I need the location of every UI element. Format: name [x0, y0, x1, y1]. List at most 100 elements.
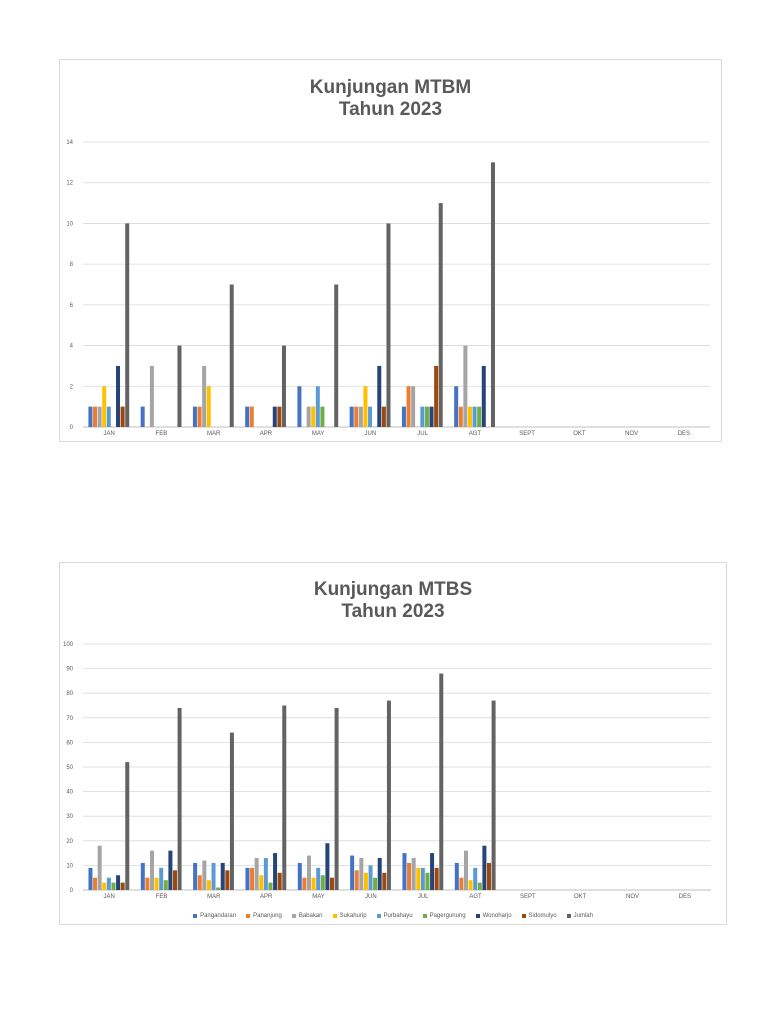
mtbs-chart-title-line-1: Kunjungan MTBS [313, 579, 473, 600]
mtbm-bar-apr-wonoharjo: Wonoharjo APR: 1 [272, 406, 277, 427]
mtbm-gridlines [83, 141, 710, 387]
mtbs-bar-jun-wonoharjo: Wonoharjo JUN: 13 [377, 858, 382, 890]
mtbm-bar-agt-babakan: Babakan AGT: 4 [463, 345, 468, 427]
mtbm-bar-apr-pangandaran: Pangandaran APR: 1 [245, 406, 250, 427]
mtbm-bar-jun-sidomulyo: Sidomulyo JUN: 1 [381, 406, 386, 427]
mtbm-chart-title-line-1: Kunjungan MTBM [309, 77, 472, 98]
mtbm-y-tick-label: 8 [70, 262, 74, 268]
mtbm-bar-jan-sidomulyo: Sidomulyo JAN: 1 [120, 406, 125, 427]
mtbs-bar-may-sukahurip: Sukahurip MAY: 5 [311, 877, 316, 890]
mtbm-y-tick-label: 4 [70, 344, 74, 350]
legend-item-jumlah: Jumlah [566, 913, 593, 920]
legend-label: Pagergunung [429, 913, 466, 919]
mtbs-bar-feb-purbahayu: Purbahayu FEB: 9 [159, 867, 164, 890]
mtbm-bar-agt-pagergunung: Pagergunung AGT: 1 [477, 406, 482, 427]
legend-swatch [246, 914, 251, 918]
legend-label: Sukahurip [339, 913, 367, 919]
mtbs-x-tick-label: JUN [365, 894, 377, 900]
mtbm-bar-jan-jumlah: Jumlah JAN: 10 [125, 223, 130, 427]
mtbs-bar-jan-jumlah: Jumlah JAN: 52 [125, 762, 130, 890]
legend-swatch [422, 914, 427, 918]
mtbs-bar-may-purbahayu: Purbahayu MAY: 9 [316, 867, 321, 890]
mtbs-bar-jun-sukahurip: Sukahurip JUN: 7 [363, 872, 368, 890]
mtbs-bars: Pangandaran JAN: 9Pananjung JAN: 5Babaka… [88, 673, 496, 890]
mtbm-bar-jul-jumlah: Jumlah JUL: 11 [438, 203, 443, 427]
mtbm-plot-area: 02468101214Pangandaran JAN: 1Pananjung J… [66, 140, 710, 437]
mtbm-bar-may-jumlah: Jumlah MAY: 7 [334, 284, 339, 427]
mtbm-x-tick-label: MAR [207, 431, 221, 437]
mtbs-bar-jul-jumlah: Jumlah JUL: 88 [439, 673, 444, 890]
mtbm-bar-agt-pananjung: Pananjung AGT: 1 [458, 406, 463, 427]
mtbm-bar-agt-wonoharjo: Wonoharjo AGT: 3 [481, 365, 486, 427]
legend-label: Babakan [298, 913, 323, 919]
mtbs-bar-apr-pananjung: Pananjung APR: 9 [250, 867, 255, 890]
legend-swatch [193, 914, 198, 918]
mtbs-bar-apr-jumlah: Jumlah APR: 75 [282, 705, 287, 890]
mtbm-bar-apr-pananjung: Pananjung APR: 1 [249, 406, 254, 427]
mtbm-bar-jul-sidomulyo: Sidomulyo JUL: 3 [434, 365, 439, 427]
mtbm-bar-may-purbahayu: Purbahayu MAY: 2 [315, 386, 320, 427]
legend-item-sukahurip: Sukahurip [332, 913, 367, 920]
mtbm-bar-agt-pangandaran: Pangandaran AGT: 2 [454, 386, 459, 427]
mtbm-bar-jan-pangandaran: Pangandaran JAN: 1 [88, 406, 93, 427]
mtbs-bar-agt-purbahayu: Purbahayu AGT: 9 [473, 867, 478, 890]
mtbm-chart-title-line-2: Tahun 2023 [338, 99, 443, 120]
mtbs-x-tick-label: FEB [156, 894, 168, 900]
mtbs-bar-agt-pagergunung: Pagergunung AGT: 3 [477, 882, 482, 890]
mtbs-bar-apr-sukahurip: Sukahurip APR: 6 [259, 875, 264, 890]
mtbs-bar-feb-sidomulyo: Sidomulyo FEB: 8 [173, 870, 177, 890]
mtbs-y-tick-label: 30 [66, 814, 73, 820]
legend-item-pananjung: Pananjung [246, 913, 282, 920]
mtbs-y-tick-label: 60 [66, 740, 73, 746]
legend-item-purbahayu: Purbahayu [376, 913, 413, 920]
legend-item-babakan: Babakan [291, 913, 323, 920]
mtbs-y-tick-label: 50 [66, 765, 73, 771]
mtbs-bar-jul-purbahayu: Purbahayu JUL: 9 [420, 867, 425, 890]
legend-label: Purbahayu [383, 913, 413, 919]
mtbm-bar-may-pangandaran: Pangandaran MAY: 2 [297, 386, 302, 427]
mtbs-y-tick-label: 0 [70, 888, 74, 894]
mtbm-y-tick-label: 14 [66, 140, 73, 146]
mtbs-bar-feb-pangandaran: Pangandaran FEB: 11 [140, 862, 145, 890]
mtbs-bar-may-babakan: Babakan MAY: 14 [307, 855, 311, 890]
mtbs-bar-agt-jumlah: Jumlah AGT: 77 [491, 700, 496, 890]
mtbm-x-tick-label: AGT [469, 431, 482, 437]
mtbs-legend: Pangandaran Pananjung Babakan Sukahurip Purb… [60, 913, 726, 920]
mtbm-bars: Pangandaran JAN: 1Pananjung JAN: 1Babaka… [88, 162, 495, 427]
legend-swatch [475, 914, 480, 918]
mtbs-bar-mar-pananjung: Pananjung MAR: 6 [197, 875, 202, 890]
mtbm-y-tick-label: 12 [66, 181, 73, 187]
mtbm-bar-jul-pangandaran: Pangandaran JUL: 1 [401, 406, 406, 427]
mtbs-bar-may-jumlah: Jumlah MAY: 74 [334, 707, 339, 890]
mtbs-x-tick-label: NOV [626, 894, 639, 900]
mtbs-bar-jun-purbahayu: Purbahayu JUN: 10 [368, 865, 373, 890]
mtbm-x-tick-label: OKT [573, 431, 586, 437]
mtbs-bar-mar-sukahurip: Sukahurip MAR: 4 [206, 880, 211, 890]
legend-item-sidomulyo: Sidomulyo [521, 913, 557, 920]
legend-label: Sidomulyo [528, 913, 557, 919]
mtbs-y-tick-label: 100 [63, 642, 74, 648]
mtbm-bar-may-pagergunung: Pagergunung MAY: 1 [320, 406, 325, 427]
mtbs-bar-jun-pananjung: Pananjung JUN: 8 [354, 870, 359, 890]
mtbs-bar-apr-purbahayu: Purbahayu APR: 13 [263, 858, 268, 890]
mtbs-bar-jan-pagergunung: Pagergunung JAN: 3 [111, 882, 116, 890]
mtbs-bar-apr-sidomulyo: Sidomulyo APR: 7 [277, 872, 282, 890]
mtbm-bar-jan-babakan: Babakan JAN: 1 [97, 406, 102, 427]
mtbm-x-tick-label: DES [678, 431, 690, 437]
mtbs-bar-jul-pagergunung: Pagergunung JUL: 7 [425, 872, 430, 890]
legend-label: Pangandaran [200, 913, 237, 919]
mtbs-bar-feb-pagergunung: Pagergunung FEB: 4 [163, 880, 168, 890]
legend-item-pangandaran: Pangandaran [193, 913, 236, 920]
mtbs-y-tick-label: 70 [66, 716, 73, 722]
mtbs-bar-apr-wonoharjo: Wonoharjo APR: 15 [273, 853, 278, 890]
mtbm-bar-mar-jumlah: Jumlah MAR: 7 [229, 284, 234, 427]
mtbs-bar-agt-pangandaran: Pangandaran AGT: 11 [454, 862, 459, 890]
mtbs-x-tick-label: JUL [418, 894, 429, 900]
mtbs-bar-may-pagergunung: Pagergunung MAY: 6 [320, 875, 325, 890]
mtbs-x-tick-label: OKT [574, 894, 587, 900]
legend-swatch [291, 914, 296, 918]
mtbm-bar-jan-pananjung: Pananjung JAN: 1 [93, 406, 98, 427]
mtbm-bar-may-babakan: Babakan MAY: 1 [306, 406, 311, 427]
mtbm-bar-jul-purbahayu: Purbahayu JUL: 1 [420, 406, 425, 427]
mtbm-bar-feb-jumlah: Jumlah FEB: 4 [177, 345, 182, 427]
